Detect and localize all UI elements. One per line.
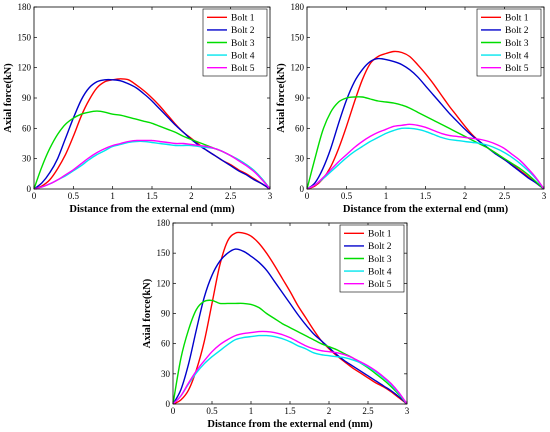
legend-label: Bolt 2 — [505, 26, 529, 36]
y-tick-label: 30 — [295, 154, 305, 164]
x-tick-label: 2.5 — [225, 191, 237, 201]
series-line-bolt-1 — [33, 78, 271, 190]
x-tick-label: 0 — [171, 406, 176, 416]
series-line-bolt-5 — [306, 123, 545, 190]
x-axis-label: Distance from the external end (mm) — [207, 419, 373, 430]
legend-label: Bolt 5 — [368, 280, 392, 290]
y-tick-label: 90 — [161, 309, 171, 319]
x-tick-label: 1 — [249, 406, 254, 416]
y-tick-label: 150 — [18, 32, 32, 42]
x-tick-label: 2 — [327, 406, 332, 416]
y-tick-label: 90 — [295, 93, 305, 103]
x-tick-label: 1 — [384, 191, 389, 201]
y-tick-label: 120 — [157, 278, 171, 288]
x-tick-label: 2.5 — [499, 191, 511, 201]
legend-label: Bolt 2 — [231, 26, 255, 36]
x-axis-label: Distance from the external end (mm) — [343, 204, 509, 215]
legend-label: Bolt 4 — [231, 51, 255, 61]
legend-label: Bolt 3 — [231, 39, 255, 49]
x-tick-label: 0.5 — [206, 406, 218, 416]
x-tick-label: 3 — [268, 191, 273, 201]
series-line-bolt-1 — [172, 231, 408, 405]
y-tick-label: 90 — [22, 93, 32, 103]
x-tick-label: 1.5 — [420, 191, 432, 201]
y-tick-label: 60 — [295, 123, 305, 133]
y-tick-label: 0 — [27, 184, 32, 194]
x-tick-label: 1.5 — [146, 191, 158, 201]
series-line-bolt-3 — [172, 299, 408, 405]
y-tick-label: 150 — [157, 248, 171, 258]
x-axis-label: Distance from the external end (mm) — [69, 204, 235, 215]
x-tick-label: 0 — [305, 191, 310, 201]
x-tick-label: 2 — [189, 191, 194, 201]
x-tick-label: 1.5 — [284, 406, 296, 416]
legend-label: Bolt 3 — [368, 255, 392, 265]
legend-label: Bolt 5 — [231, 64, 255, 74]
y-tick-label: 120 — [291, 63, 305, 73]
y-tick-label: 60 — [22, 123, 32, 133]
series-line-bolt-5 — [172, 330, 408, 405]
series-line-bolt-2 — [306, 57, 545, 190]
y-tick-label: 30 — [161, 369, 171, 379]
legend-label: Bolt 3 — [505, 39, 529, 49]
y-axis-label: Axial force(kN) — [142, 278, 153, 348]
y-axis-label: Axial force(kN) — [276, 63, 287, 133]
legend-label: Bolt 5 — [505, 64, 529, 74]
series-line-bolt-4 — [172, 334, 408, 405]
y-tick-label: 150 — [291, 32, 305, 42]
x-tick-label: 2 — [463, 191, 468, 201]
x-tick-label: 0.5 — [341, 191, 353, 201]
x-tick-label: 3 — [542, 191, 547, 201]
x-tick-label: 3 — [405, 406, 410, 416]
legend-label: Bolt 1 — [505, 14, 529, 24]
y-tick-label: 30 — [22, 154, 32, 164]
x-tick-label: 0 — [32, 191, 37, 201]
series-line-bolt-4 — [306, 127, 545, 190]
y-tick-label: 180 — [157, 218, 171, 228]
series-line-bolt-2 — [172, 248, 408, 405]
x-tick-label: 0.5 — [68, 191, 80, 201]
x-tick-label: 1 — [110, 191, 115, 201]
y-tick-label: 180 — [291, 2, 305, 12]
y-tick-label: 60 — [161, 339, 171, 349]
x-tick-label: 2.5 — [362, 406, 374, 416]
legend-label: Bolt 4 — [368, 267, 392, 277]
series-line-bolt-5 — [33, 139, 271, 190]
legend-label: Bolt 4 — [505, 51, 529, 61]
legend-label: Bolt 1 — [368, 230, 392, 240]
legend-label: Bolt 1 — [231, 14, 255, 24]
legend-label: Bolt 2 — [368, 242, 392, 252]
series-line-bolt-3 — [306, 96, 545, 190]
y-axis-label: Axial force(kN) — [3, 63, 14, 133]
y-tick-label: 0 — [300, 184, 305, 194]
y-tick-label: 120 — [18, 63, 32, 73]
y-tick-label: 180 — [18, 2, 32, 12]
y-tick-label: 0 — [166, 399, 171, 409]
